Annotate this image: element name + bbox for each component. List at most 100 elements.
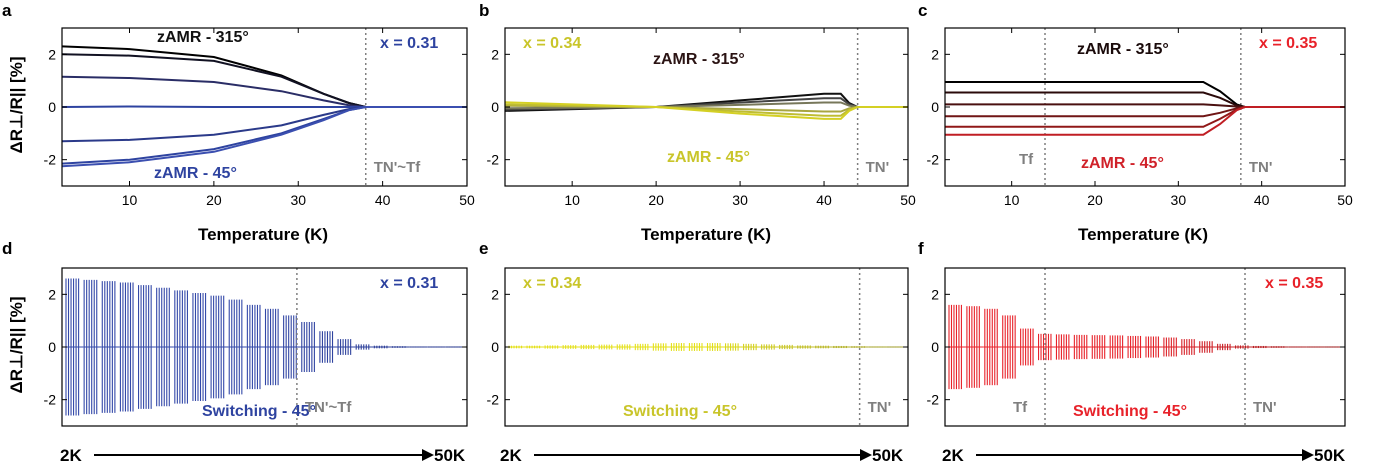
switching-block (760, 344, 779, 350)
switching-block (796, 345, 815, 349)
switching-block (706, 343, 725, 351)
y-tick-label: -2 (44, 392, 57, 408)
switching-block (1145, 336, 1163, 358)
switching-block (101, 281, 120, 413)
y-tick-label: -2 (44, 152, 57, 168)
switching-block (1198, 341, 1217, 353)
transition-label: TN'~Tf (374, 159, 421, 176)
series-line (945, 106, 1345, 136)
switching-block (850, 346, 869, 348)
switching-block (445, 346, 464, 348)
switching-block (634, 343, 653, 351)
top-label: zAMR - 315° (1077, 41, 1169, 58)
switching-block (652, 343, 671, 351)
series-line (504, 101, 908, 120)
y-tick-label: 0 (491, 99, 499, 115)
x-tick-label: 30 (1171, 192, 1187, 208)
switching-block (1180, 339, 1199, 355)
switching-block (337, 339, 356, 355)
switching-block (1127, 335, 1145, 359)
svg-text:ΔR⊥/R|| [%]: ΔR⊥/R|| [%] (7, 57, 26, 154)
switching-block (173, 290, 192, 404)
y-tick-label: 0 (48, 99, 56, 115)
switching-label: Switching - 45° (202, 403, 316, 420)
y-tick-label: 2 (491, 286, 499, 302)
switching-block (616, 344, 635, 350)
arrow-d: 2K 50K (60, 446, 466, 465)
switching-block (1073, 334, 1092, 360)
x-tick-label: 20 (1087, 192, 1103, 208)
composition-label: x = 0.34 (523, 35, 581, 52)
switching-block (1019, 328, 1038, 366)
switching-block (264, 308, 283, 386)
switching-block (65, 278, 84, 416)
y-tick-label: -2 (927, 392, 940, 408)
panel-f-chart: Tf 2 0 -2 Switching - 45° x = 0.35 TN' (927, 267, 1346, 427)
x-tick-label: 10 (122, 192, 138, 208)
x-tick-label: 20 (206, 192, 222, 208)
switching-block (580, 344, 599, 350)
switching-block (832, 345, 851, 349)
x-tick-label: 50 (459, 192, 475, 208)
switching-block (562, 345, 581, 349)
switching-label: Switching - 45° (1073, 403, 1187, 420)
panel-letter-b: b (479, 1, 489, 20)
x-axis-label-a: Temperature (K) (198, 225, 328, 244)
switching-block (355, 344, 374, 350)
switching-block (1037, 333, 1056, 361)
y-tick-label: -2 (927, 152, 940, 168)
series-line (945, 81, 1345, 108)
series-line (61, 75, 467, 108)
switching-block (868, 346, 887, 348)
svg-text:ΔR⊥/R|| [%]: ΔR⊥/R|| [%] (7, 297, 26, 394)
x-tick-label: 30 (290, 192, 306, 208)
arrow-start-label: 2K (500, 446, 522, 465)
panel-letter-e: e (479, 239, 488, 258)
top-label: zAMR - 315° (157, 29, 249, 46)
y-tick-label: 0 (931, 339, 939, 355)
top-label: zAMR - 315° (653, 51, 745, 68)
switching-block (427, 346, 446, 348)
y-axis-label-top: ΔR⊥/R|| [%] (7, 57, 26, 154)
switching-block (778, 344, 797, 350)
x-axis-label-c: Temperature (K) (1078, 225, 1208, 244)
bottom-label: zAMR - 45° (1081, 155, 1164, 172)
y-tick-label: 2 (48, 286, 56, 302)
plot-frame (944, 27, 1346, 187)
switching-block (83, 279, 102, 415)
y-tick-label: 0 (931, 99, 939, 115)
switching-block (210, 295, 229, 399)
series-line (61, 53, 467, 108)
arrow-f: 2K 50K (942, 446, 1346, 465)
plot-frame (944, 267, 1346, 427)
panel-letter-f: f (918, 239, 924, 258)
panel-d-chart: 2 0 -2 Switching - 45° x = 0.31 TN'~Tf (44, 267, 468, 427)
switching-block (1216, 343, 1235, 351)
y-tick-label: 0 (48, 339, 56, 355)
switching-label: Switching - 45° (623, 403, 737, 420)
panel-letter-c: c (918, 1, 927, 20)
plot-frame (504, 27, 909, 187)
switching-block (1306, 346, 1325, 348)
x-tick-label: 40 (816, 192, 832, 208)
switching-block (191, 293, 211, 401)
switching-block (724, 343, 743, 351)
switching-block (544, 345, 563, 349)
transition-label: TN' (1249, 159, 1273, 176)
arrow-end-label: 50K (434, 446, 466, 465)
switching-block (948, 304, 966, 390)
switching-block (1162, 337, 1181, 357)
switching-block (814, 345, 833, 349)
x-tick-label: 40 (375, 192, 391, 208)
switching-block (1109, 335, 1128, 359)
bottom-label: zAMR - 45° (154, 165, 237, 182)
x-tick-label: 50 (1337, 192, 1353, 208)
switching-block (526, 345, 545, 349)
switching-block (1324, 346, 1342, 348)
switching-block (1270, 346, 1289, 348)
switching-block (508, 345, 527, 349)
switching-block (391, 346, 410, 348)
